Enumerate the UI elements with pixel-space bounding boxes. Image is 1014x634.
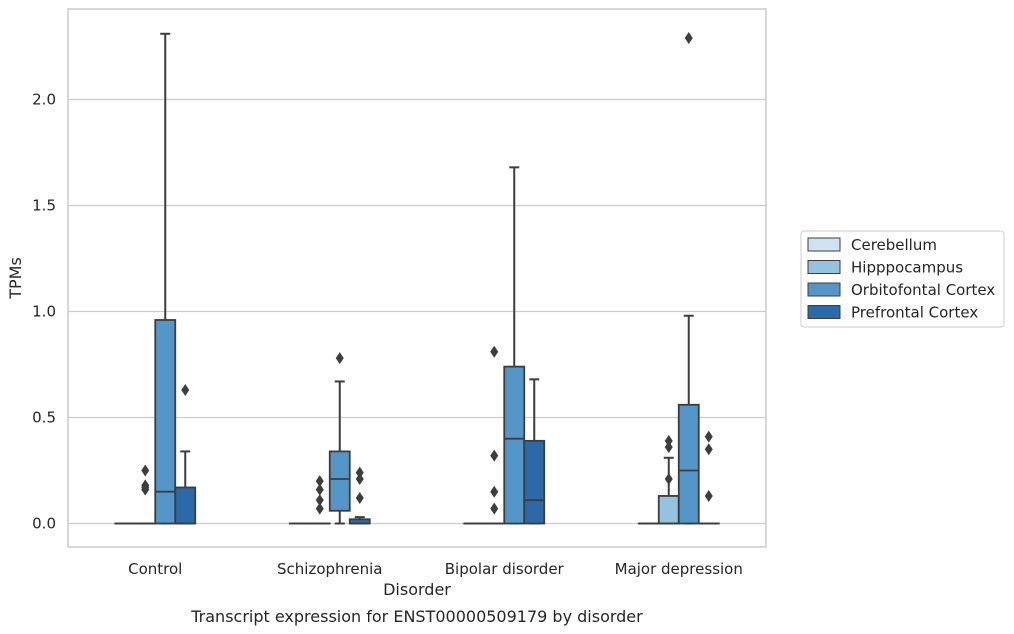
legend-frame xyxy=(800,230,1005,328)
box xyxy=(657,495,680,525)
outlier-point xyxy=(181,383,190,396)
outlier-point xyxy=(490,449,499,462)
outlier-point xyxy=(315,475,324,488)
box xyxy=(523,439,546,525)
y-tick-label: 2.0 xyxy=(32,91,56,109)
box xyxy=(677,403,700,525)
plot-frame xyxy=(67,8,767,548)
legend-swatch xyxy=(807,237,841,252)
box xyxy=(154,319,177,525)
y-tick-label: 0.0 xyxy=(32,515,56,533)
x-axis-label: Disorder xyxy=(383,580,451,599)
legend-label: Hipppocampus xyxy=(851,259,963,277)
x-tick-label: Bipolar disorder xyxy=(445,560,565,578)
legend-swatch xyxy=(807,305,841,319)
box-group xyxy=(503,166,526,525)
legend-label: Orbitofontal Cortex xyxy=(851,281,995,299)
y-tick-labels: 0.0 0.5 1.0 1.5 2.0 xyxy=(32,91,56,533)
outlier-point xyxy=(704,443,713,456)
box-group xyxy=(308,475,331,525)
y-tick-label: 1.0 xyxy=(32,303,56,321)
outlier-point xyxy=(664,434,673,447)
outlier-point xyxy=(355,466,364,479)
box-group xyxy=(523,378,546,525)
box-group xyxy=(348,466,371,525)
box-group xyxy=(134,464,157,525)
x-tick-label: Control xyxy=(128,560,182,578)
legend-label: Prefrontal Cortex xyxy=(851,304,978,322)
outlier-point xyxy=(664,472,673,485)
outlier-point xyxy=(490,485,499,498)
outlier-point xyxy=(315,483,324,496)
legend: Cerebellum Hipppocampus Orbitofontal Corte… xyxy=(800,230,1005,328)
box-group xyxy=(483,345,506,525)
outlier-point xyxy=(141,481,150,494)
box-group xyxy=(657,434,680,525)
box-group xyxy=(174,383,197,525)
outlier-point xyxy=(704,430,713,443)
legend-label: Cerebellum xyxy=(851,236,937,254)
box-group xyxy=(154,32,177,525)
outlier-point xyxy=(664,441,673,454)
outlier-point xyxy=(355,472,364,485)
outlier-point xyxy=(684,32,693,45)
x-tick-labels: Control Schizophrenia Bipolar disorder Majo… xyxy=(128,560,743,578)
x-tick-label: Schizophrenia xyxy=(277,560,382,578)
boxes xyxy=(114,32,720,525)
y-tick-label: 0.5 xyxy=(32,409,56,427)
outlier-point xyxy=(315,502,324,515)
outlier-point xyxy=(141,464,150,477)
y-tick-label: 1.5 xyxy=(32,197,56,215)
outlier-point xyxy=(490,345,499,358)
box-group xyxy=(697,430,720,525)
outlier-point xyxy=(315,494,324,507)
outlier-point xyxy=(490,502,499,515)
outlier-point xyxy=(335,352,344,365)
legend-swatch xyxy=(807,282,841,297)
legend-swatch xyxy=(807,260,841,274)
box-group xyxy=(328,352,351,525)
outlier-point xyxy=(355,492,364,505)
y-axis-label: TPMs xyxy=(6,257,25,300)
x-tick-label: Major depression xyxy=(615,560,743,578)
box xyxy=(503,365,526,525)
figure-caption: Transcript expression for ENST0000050917… xyxy=(190,607,643,626)
outlier-point xyxy=(704,489,713,502)
box xyxy=(174,486,197,525)
box-group xyxy=(677,32,700,525)
box xyxy=(328,450,351,512)
